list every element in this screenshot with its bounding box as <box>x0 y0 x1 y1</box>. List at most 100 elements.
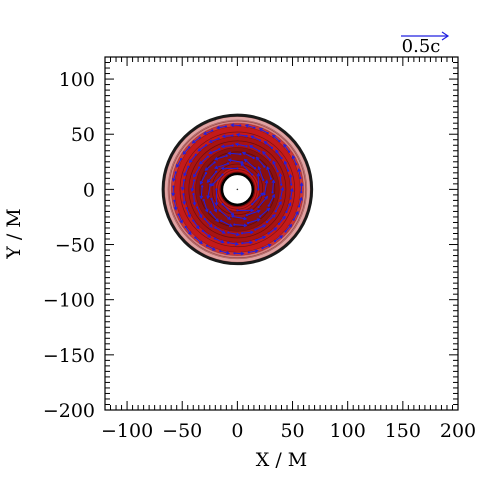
velocity-arrow-base <box>205 144 208 147</box>
velocity-arrow <box>200 186 203 199</box>
velocity-arrow <box>235 143 247 147</box>
velocity-arrow-base <box>211 129 214 132</box>
velocity-arrow-head <box>206 179 211 184</box>
velocity-arrow-head <box>214 156 219 161</box>
velocity-arrow-base <box>253 126 256 129</box>
velocity-arrow <box>183 166 189 176</box>
velocity-arrow-base <box>290 183 293 186</box>
velocity-arrow-base <box>224 125 228 128</box>
plot-frame <box>104 56 459 411</box>
velocity-arrow <box>204 218 213 228</box>
velocity-arrow <box>172 172 177 182</box>
velocity-arrow-head <box>171 192 176 197</box>
velocity-arrow <box>183 194 185 205</box>
velocity-arrow <box>232 216 247 220</box>
velocity-arrow-head <box>264 195 269 200</box>
velocity-arrow-head <box>235 132 240 137</box>
velocity-arrow-head <box>290 187 294 192</box>
velocity-arrow-head <box>220 144 225 149</box>
velocity-arrow <box>242 151 254 159</box>
velocity-arrow-base <box>251 203 254 206</box>
y-tick-label: 50 <box>71 124 95 146</box>
velocity-arrow <box>266 214 276 223</box>
velocity-arrow-head <box>204 167 209 171</box>
velocity-arrow-base <box>215 170 218 173</box>
velocity-arrow <box>203 199 208 212</box>
velocity-arrow <box>285 224 292 232</box>
velocity-arrow <box>214 237 224 244</box>
velocity-arrow <box>262 244 272 249</box>
velocity-arrow-head <box>182 151 187 155</box>
velocity-arrow-head <box>262 224 267 228</box>
velocity-arrow <box>219 210 231 220</box>
velocity-arrow-head <box>208 224 213 228</box>
velocity-arrow-head <box>255 156 260 161</box>
velocity-arrow <box>264 141 273 149</box>
velocity-arrow <box>228 232 240 236</box>
y-tick-label: 100 <box>59 69 95 91</box>
velocity-arrow-base <box>245 135 248 138</box>
velocity-arrow <box>259 208 270 217</box>
velocity-arrow-head <box>183 172 187 177</box>
velocity-arrow-base <box>194 236 197 239</box>
velocity-arrow-base <box>204 172 208 175</box>
velocity-arrow-head <box>227 151 232 156</box>
velocity-arrow-base <box>172 185 175 188</box>
velocity-arrow <box>242 231 253 234</box>
velocity-arrow-base <box>196 206 199 209</box>
velocity-arrow-base <box>218 148 221 151</box>
velocity-arrow-head <box>264 179 269 184</box>
velocity-arrow-base <box>215 188 218 191</box>
velocity-arrow-head <box>199 240 203 245</box>
axis-ticks <box>104 56 459 411</box>
velocity-arrow-base <box>227 241 230 244</box>
velocity-arrow-base <box>210 197 213 200</box>
velocity-arrow-head <box>278 172 283 177</box>
y-tick-label: 0 <box>83 179 95 201</box>
velocity-arrow <box>186 207 191 218</box>
disk-contour-line <box>199 151 276 228</box>
velocity-arrow-base <box>259 215 262 218</box>
velocity-arrow <box>298 168 301 179</box>
velocity-arrow-base <box>225 154 228 157</box>
velocity-arrow-base <box>205 244 209 247</box>
velocity-arrow <box>209 211 219 222</box>
velocity-arrow <box>194 237 203 244</box>
velocity-arrow-head <box>221 230 226 234</box>
y-tick-label: −150 <box>43 345 95 367</box>
velocity-arrow <box>209 148 220 155</box>
velocity-arrow-base <box>219 249 222 253</box>
velocity-arrow <box>203 130 213 135</box>
velocity-arrow-head <box>256 209 261 214</box>
velocity-arrow-base <box>273 240 277 243</box>
velocity-arrow <box>268 227 277 234</box>
velocity-arrow-head <box>256 218 261 222</box>
velocity-arrow-head <box>173 206 178 211</box>
velocity-arrow-base <box>292 218 295 221</box>
velocity-arrow-head <box>288 173 293 178</box>
velocity-arrow <box>298 197 302 207</box>
velocity-arrow-base <box>297 205 301 208</box>
velocity-arrow <box>215 227 226 234</box>
velocity-arrow-base <box>217 137 220 140</box>
velocity-arrow-head <box>297 168 301 173</box>
velocity-arrow-base <box>254 238 258 242</box>
velocity-arrow-head <box>266 166 270 171</box>
velocity-arrow <box>228 242 238 245</box>
velocity-arrow-head <box>204 208 209 213</box>
velocity-arrow <box>211 174 223 187</box>
velocity-arrow <box>285 202 292 213</box>
velocity-arrow <box>199 156 209 165</box>
velocity-arrow <box>240 163 253 175</box>
velocity-arrow-head <box>199 180 204 185</box>
velocity-arrow-base <box>197 166 201 169</box>
velocity-arrow-base <box>231 144 234 147</box>
velocity-arrow <box>178 214 183 224</box>
x-tick-label: 150 <box>385 420 421 442</box>
velocity-arrow-base <box>236 167 239 170</box>
velocity-arrow-base <box>174 171 177 174</box>
velocity-arrow <box>189 154 197 163</box>
velocity-arrow <box>222 203 235 216</box>
velocity-arrow-head <box>257 165 262 171</box>
